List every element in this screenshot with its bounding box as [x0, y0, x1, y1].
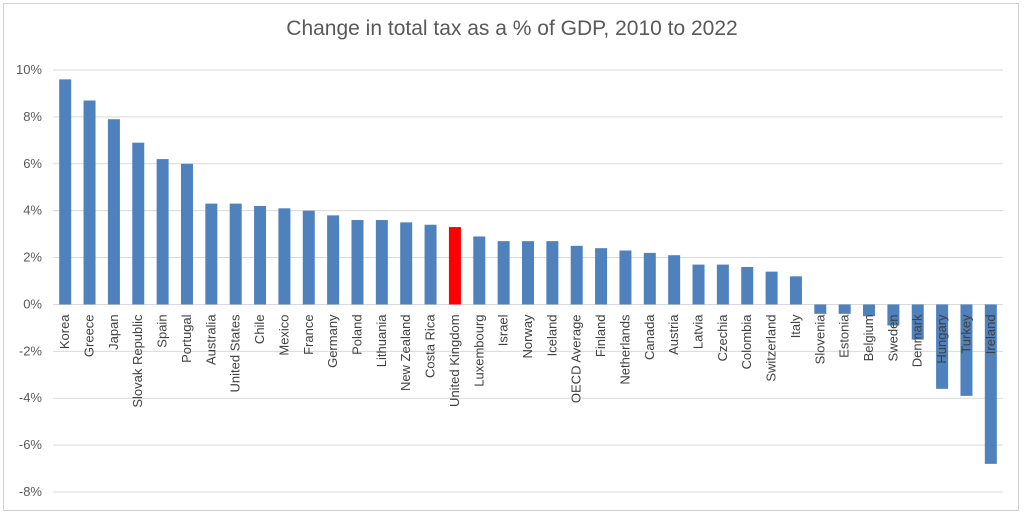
x-tick-label: Portugal [179, 314, 194, 363]
bar [887, 304, 900, 326]
bar [546, 241, 559, 305]
bar [838, 304, 851, 314]
y-tick-label: -2% [19, 343, 43, 358]
x-tick-label: Chile [252, 314, 267, 344]
bar [570, 245, 583, 305]
bar [960, 304, 973, 396]
bar [765, 271, 778, 305]
bar [716, 264, 729, 305]
x-tick-label: Slovenia [812, 314, 827, 365]
bar [473, 236, 486, 305]
bar [984, 304, 997, 464]
x-tick-label: Estonia [837, 314, 852, 358]
x-tick-label: Denmark [910, 314, 925, 367]
bar [448, 227, 461, 305]
bar [668, 255, 681, 305]
y-tick-label: 2% [23, 250, 42, 265]
x-tick-label: Korea [57, 314, 72, 349]
bar [180, 163, 193, 305]
x-tick-label: Australia [203, 314, 218, 365]
x-tick-label: Finland [593, 314, 608, 357]
bar [741, 266, 754, 305]
bar [814, 304, 827, 314]
x-tick-label: Slovak Republic [130, 314, 145, 408]
x-tick-label: Canada [642, 314, 657, 360]
x-tick-label: Belgium [861, 314, 876, 361]
y-tick-label: -6% [19, 437, 43, 452]
y-tick-label: -4% [19, 390, 43, 405]
y-tick-label: 8% [23, 109, 42, 124]
bar [302, 210, 315, 305]
bar [229, 203, 242, 305]
y-tick-label: 4% [23, 203, 42, 218]
y-tick-label: -8% [19, 484, 43, 499]
y-tick-label: 6% [23, 156, 42, 171]
x-tick-label: Iceland [544, 314, 559, 356]
bar [643, 252, 656, 305]
bar [327, 215, 340, 305]
x-tick-label: Czechia [715, 314, 730, 362]
bar [205, 203, 218, 305]
y-tick-label: 0% [23, 296, 42, 311]
x-tick-label: United States [228, 314, 243, 393]
bar [400, 222, 413, 305]
x-tick-label: United Kingdom [447, 314, 462, 407]
bar [911, 304, 924, 340]
x-tick-label: Costa Rica [423, 314, 438, 378]
x-tick-label: Switzerland [764, 314, 779, 381]
x-tick-label: OECD Average [569, 314, 584, 403]
bar [107, 119, 120, 305]
bar [132, 142, 145, 305]
x-tick-label: Ireland [983, 314, 998, 354]
bar [522, 241, 534, 305]
bar [497, 241, 510, 305]
x-tick-label: Netherlands [617, 314, 632, 385]
x-tick-label: Latvia [691, 314, 706, 349]
bar [156, 159, 169, 305]
x-tick-label: France [301, 314, 316, 354]
x-tick-label: Norway [520, 314, 535, 359]
x-tick-label: Israel [496, 314, 511, 346]
bar [375, 220, 388, 305]
x-tick-label: Greece [82, 314, 97, 357]
chart-title: Change in total tax as a % of GDP, 2010 … [286, 17, 738, 40]
x-tick-label: Colombia [739, 314, 754, 370]
bar [692, 264, 705, 305]
x-tick-label: Sweden [885, 314, 900, 361]
x-tick-label: Italy [788, 314, 803, 338]
x-tick-label: Spain [155, 314, 170, 347]
bar [595, 248, 608, 305]
bar [863, 304, 876, 317]
x-tick-label: Hungary [934, 314, 949, 364]
bar [254, 205, 267, 305]
x-tick-label: Luxembourg [471, 314, 486, 386]
chart-frame [3, 3, 1019, 511]
bar [789, 276, 802, 305]
x-tick-label: Lithuania [374, 314, 389, 368]
x-tick-label: Turkey [958, 314, 973, 354]
x-tick-label: Japan [106, 314, 121, 349]
bar [59, 79, 72, 305]
bar [619, 250, 632, 305]
bar [351, 220, 364, 305]
bar [83, 100, 96, 305]
x-tick-label: Mexico [276, 314, 291, 355]
x-tick-label: Poland [349, 314, 364, 354]
x-tick-label: New Zealand [398, 314, 413, 391]
bar [278, 208, 291, 305]
bar [936, 304, 949, 389]
bar [424, 224, 437, 305]
x-tick-label: Germany [325, 314, 340, 368]
x-tick-label: Austria [666, 314, 681, 355]
y-tick-label: 10% [16, 62, 42, 77]
